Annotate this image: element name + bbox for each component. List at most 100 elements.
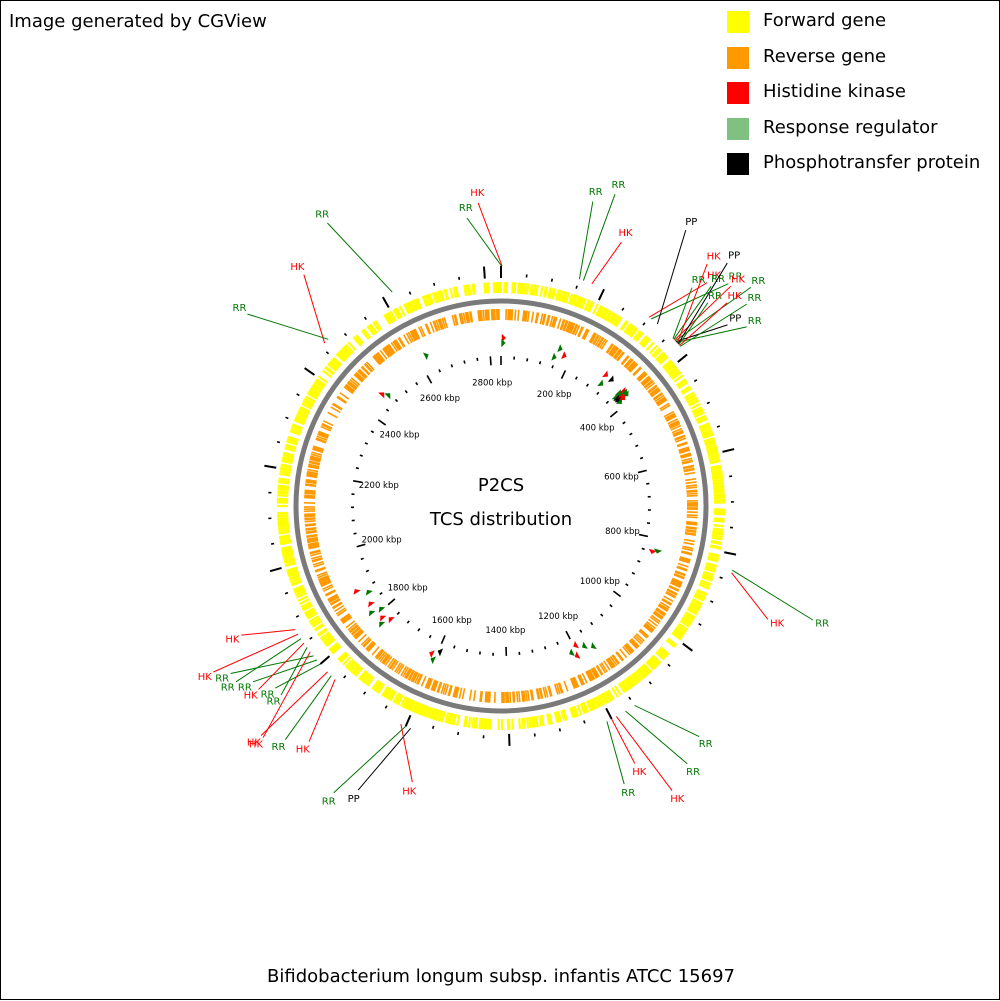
outer-tick: [344, 333, 346, 335]
kbp-tick: [395, 399, 397, 401]
kbp-tick: [532, 650, 533, 653]
callout-label: PP: [685, 217, 697, 228]
forward-gene-track: [277, 282, 725, 730]
reverse-gene: [517, 691, 518, 702]
kbp-tick: [632, 573, 635, 574]
outer-tick-marks: [264, 266, 736, 746]
forward-gene: [475, 718, 476, 729]
callout-label: HK: [632, 767, 647, 778]
kbp-tick: [591, 622, 593, 624]
callout-label: PP: [348, 794, 360, 805]
outer-tick: [576, 286, 577, 289]
forward-gene: [277, 495, 288, 496]
kbp-tick: [610, 605, 612, 607]
forward-gene: [523, 718, 524, 729]
reverse-gene: [686, 482, 697, 483]
outer-tick: [484, 267, 485, 279]
reverse-gene: [687, 496, 698, 497]
kbp-tick: [587, 384, 589, 386]
forward-gene: [519, 718, 520, 729]
callout-line: [592, 242, 622, 284]
forward-gene: [536, 285, 538, 296]
reverse-gene: [304, 496, 315, 497]
callout-label: PP: [729, 314, 741, 325]
callout-line: [334, 726, 406, 793]
kbp-tick: [566, 631, 570, 639]
forward-gene: [472, 717, 473, 728]
reverse-gene: [687, 517, 698, 518]
callout-label: HK: [249, 740, 264, 751]
outer-tick: [694, 380, 697, 382]
outer-tick: [264, 466, 276, 468]
callout-label: PP: [728, 251, 740, 262]
kbp-tick: [635, 445, 638, 446]
reverse-gene: [528, 690, 530, 701]
forward-gene: [279, 535, 290, 537]
center-title: P2CS: [478, 475, 524, 496]
callout-line: [275, 664, 320, 688]
kbp-tick: [545, 646, 546, 649]
tcs-marker: [429, 650, 435, 658]
outer-tick: [406, 715, 411, 726]
kbp-tick: [490, 356, 491, 365]
tcs-marker: [557, 344, 562, 352]
reverse-gene: [474, 690, 476, 701]
callout-line: [626, 711, 688, 764]
callout-line: [635, 705, 700, 736]
forward-gene: [278, 528, 289, 529]
kbp-label: 2800 kbp: [472, 378, 512, 388]
forward-gene: [278, 486, 289, 487]
forward-gene: [469, 717, 471, 728]
kbp-tick: [418, 628, 420, 630]
callout-label: HK: [770, 618, 785, 629]
callout-label: HK: [290, 262, 305, 273]
legend-label: Response regulator: [763, 117, 938, 138]
kbp-tick: [640, 458, 643, 459]
outer-tick: [344, 676, 346, 678]
outer-tick: [699, 624, 702, 626]
kbp-tick: [386, 409, 388, 411]
legend-label: Forward gene: [763, 10, 886, 31]
forward-gene: [713, 488, 724, 489]
tcs-marker: [379, 607, 385, 613]
reverse-gene: [640, 630, 648, 637]
callout-line: [583, 194, 615, 280]
kbp-label: 1600 kbp: [432, 616, 472, 626]
kbp-tick: [451, 364, 452, 367]
outer-tick: [649, 682, 651, 684]
tcs-marker: [575, 651, 581, 658]
reverse-gene: [683, 542, 694, 544]
kbp-tick: [610, 411, 617, 417]
reverse-gene: [686, 487, 697, 488]
outer-tick: [668, 664, 670, 666]
kbp-tick: [580, 630, 582, 633]
forward-gene: [713, 521, 724, 522]
kbp-tick: [613, 591, 620, 596]
reverse-gene: [512, 309, 513, 320]
forward-gene: [474, 284, 475, 295]
reverse-gene: [687, 493, 698, 494]
reverse-gene-track: [304, 309, 698, 703]
forward-gene: [484, 718, 485, 729]
kbp-label: 200 kbp: [537, 390, 572, 400]
callout-label: RR: [815, 618, 829, 629]
outer-tick: [622, 308, 624, 311]
outer-tick: [364, 692, 366, 694]
forward-gene: [488, 282, 489, 293]
reverse-gene: [515, 310, 516, 321]
outer-tick: [662, 340, 664, 342]
tcs-marker: [597, 380, 603, 387]
callout-label: RR: [748, 316, 762, 327]
tcs-marker: [368, 602, 375, 608]
kbp-tick: [380, 593, 382, 595]
reverse-gene: [634, 368, 642, 376]
forward-gene: [464, 285, 466, 296]
outer-tick: [305, 368, 315, 375]
outer-tick: [560, 728, 561, 731]
legend-label: Phosphotransfer protein: [763, 152, 980, 173]
forward-gene: [529, 717, 530, 728]
reverse-gene: [305, 490, 316, 491]
reverse-gene: [513, 692, 514, 703]
tcs-marker: [438, 648, 443, 656]
